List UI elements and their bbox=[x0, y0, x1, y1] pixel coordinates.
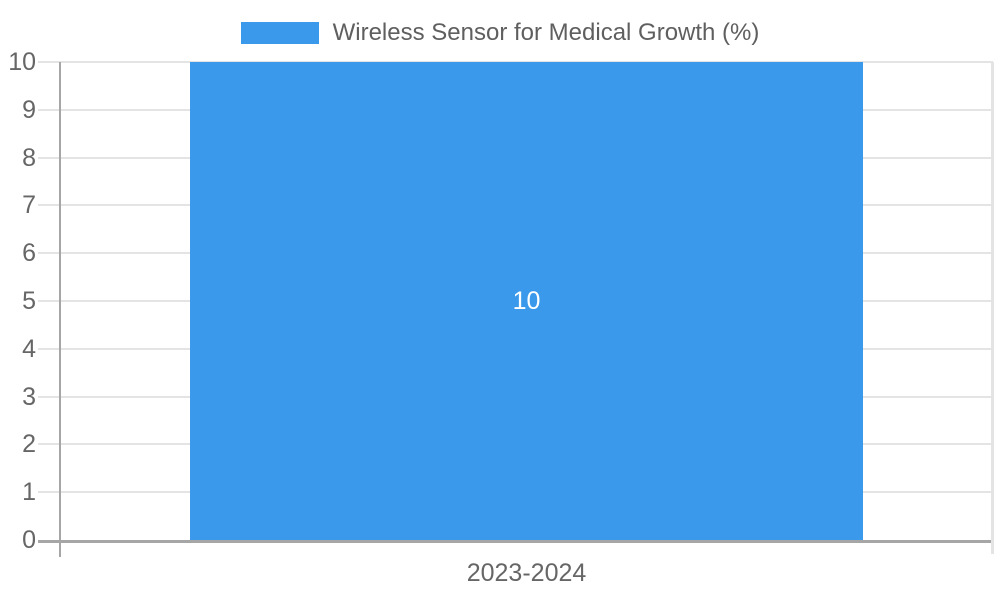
y-tick-label: 3 bbox=[22, 383, 36, 411]
bar-2023-2024 bbox=[190, 62, 863, 540]
x-axis-label: 2023-2024 bbox=[466, 559, 587, 587]
legend-swatch bbox=[240, 22, 319, 44]
y-tick-label: 8 bbox=[22, 144, 36, 172]
y-tick-label: 6 bbox=[22, 239, 36, 267]
y-tick-label: 10 bbox=[8, 48, 36, 76]
chart-legend: Wireless Sensor for Medical Growth (%) bbox=[0, 19, 1000, 47]
y-tick-label: 9 bbox=[22, 96, 36, 124]
y-tick-label: 4 bbox=[22, 335, 36, 363]
legend-label: Wireless Sensor for Medical Growth (%) bbox=[332, 19, 760, 46]
y-tick-label: 0 bbox=[22, 526, 36, 554]
plot-right-border bbox=[991, 62, 994, 554]
y-axis-line bbox=[59, 62, 61, 557]
x-axis-line bbox=[38, 540, 993, 543]
y-tick-label: 5 bbox=[22, 287, 36, 315]
bar-value-label: 10 bbox=[512, 287, 541, 315]
y-tick-label: 7 bbox=[22, 191, 36, 219]
y-tick-label: 1 bbox=[22, 478, 36, 506]
y-tick-label: 2 bbox=[22, 430, 36, 458]
